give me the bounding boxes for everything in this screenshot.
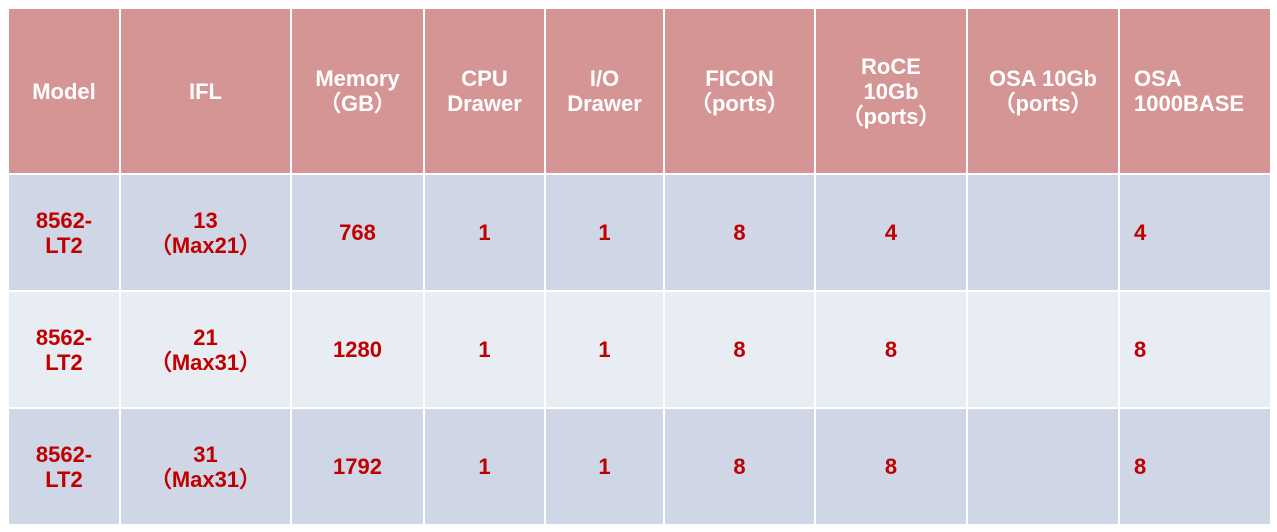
ifl-text: （Max21）	[149, 232, 262, 258]
ficon-text: FICON	[705, 66, 774, 91]
memory-text: 1792	[333, 454, 382, 479]
cell-io-drawer: 1	[544, 173, 665, 292]
osa-1000base-text: 8	[1134, 337, 1147, 362]
cpu-drawer-text: 1	[478, 337, 491, 362]
cell-roce: 8	[814, 290, 968, 409]
cell-model: 8562- LT2	[7, 173, 121, 292]
header-roce: RoCE 10Gb （ports）	[814, 7, 968, 175]
cell-roce: 4	[814, 173, 968, 292]
cell-memory: 1280	[290, 290, 425, 409]
cpu-drawer-text: 1	[478, 220, 491, 245]
ficon-text: （ports）	[689, 91, 789, 116]
osa-1000base-text: 4	[1134, 220, 1147, 245]
cell-cpu-drawer: 1	[423, 407, 546, 526]
cell-ficon: 8	[663, 173, 816, 292]
ifl-text: IFL	[189, 78, 222, 104]
cell-io-drawer: 1	[544, 407, 665, 526]
ifl-text: 13	[193, 207, 218, 233]
roce-text: （ports）	[841, 103, 941, 129]
model-text: LT2	[45, 232, 83, 258]
roce-text: RoCE	[861, 53, 921, 79]
cell-cpu-drawer: 1	[423, 173, 546, 292]
memory-text: （GB）	[318, 91, 396, 116]
header-memory: Memory （GB）	[290, 7, 425, 175]
ficon-text: 8	[733, 220, 746, 245]
cell-osa-10gb	[966, 173, 1120, 292]
cell-osa-1000base: 4	[1118, 173, 1272, 292]
model-text: 8562-	[35, 324, 93, 350]
cell-roce: 8	[814, 407, 968, 526]
cell-memory: 768	[290, 173, 425, 292]
cell-osa-1000base: 8	[1118, 407, 1272, 526]
model-text: 8562-	[35, 441, 93, 467]
io-drawer-text: 1	[598, 220, 611, 245]
cell-osa-10gb	[966, 290, 1120, 409]
memory-text: Memory	[315, 66, 400, 91]
io-drawer-text: Drawer	[567, 91, 642, 116]
roce-text: 10Gb	[863, 78, 919, 104]
specs-table: Model IFL Memory （GB） CPU Drawer I/O Drawer FICO…	[7, 7, 1272, 526]
cell-osa-10gb	[966, 407, 1120, 526]
ifl-text: （Max31）	[149, 349, 262, 375]
ficon-text: 8	[733, 337, 746, 362]
cpu-drawer-text: Drawer	[447, 91, 522, 116]
ifl-text: （Max31）	[149, 466, 262, 492]
osa-10gb-text: （ports）	[993, 91, 1093, 116]
table-row: 8562- LT2 31 （Max31） 1792 1 1 8 8 8	[7, 407, 1272, 526]
model-text: LT2	[45, 349, 83, 375]
header-io-drawer: I/O Drawer	[544, 7, 665, 175]
cell-ifl: 13 （Max21）	[119, 173, 292, 292]
roce-text: 8	[884, 337, 898, 362]
memory-text: 1280	[333, 337, 382, 362]
osa-1000base-text: OSA	[1134, 66, 1182, 91]
header-ifl: IFL	[119, 7, 292, 175]
cell-model: 8562- LT2	[7, 290, 121, 409]
ifl-text: 31	[193, 441, 218, 467]
model-text: 8562-	[35, 207, 93, 233]
cell-memory: 1792	[290, 407, 425, 526]
cell-ficon: 8	[663, 290, 816, 409]
memory-text: 768	[339, 220, 376, 245]
header-osa-1000base: OSA 1000BASE	[1118, 7, 1272, 175]
osa-10gb-text: OSA 10Gb	[989, 66, 1097, 91]
cpu-drawer-text: 1	[478, 454, 491, 479]
io-drawer-text: I/O	[589, 66, 620, 91]
ifl-text: 21	[193, 324, 218, 350]
table-row: 8562- LT2 21 （Max31） 1280 1 1 8 8 8	[7, 290, 1272, 409]
model-text: LT2	[45, 466, 83, 492]
header-ficon: FICON （ports）	[663, 7, 816, 175]
cell-ifl: 31 （Max31）	[119, 407, 292, 526]
cell-cpu-drawer: 1	[423, 290, 546, 409]
header-model: Model	[7, 7, 121, 175]
header-cpu-drawer: CPU Drawer	[423, 7, 546, 175]
header-row: Model IFL Memory （GB） CPU Drawer I/O Drawer FICO…	[7, 7, 1272, 175]
cpu-drawer-text: CPU	[461, 66, 508, 91]
osa-1000base-text: 1000BASE	[1134, 91, 1245, 116]
table-row: 8562- LT2 13 （Max21） 768 1 1 8 4 4	[7, 173, 1272, 292]
header-osa-10gb: OSA 10Gb （ports）	[966, 7, 1120, 175]
roce-text: 4	[884, 220, 898, 245]
ficon-text: 8	[733, 454, 746, 479]
io-drawer-text: 1	[598, 337, 611, 362]
io-drawer-text: 1	[598, 454, 611, 479]
cell-ifl: 21 （Max31）	[119, 290, 292, 409]
roce-text: 8	[884, 454, 898, 479]
cell-osa-1000base: 8	[1118, 290, 1272, 409]
osa-1000base-text: 8	[1134, 454, 1147, 479]
cell-io-drawer: 1	[544, 290, 665, 409]
model-text: Model	[32, 78, 96, 104]
cell-model: 8562- LT2	[7, 407, 121, 526]
cell-ficon: 8	[663, 407, 816, 526]
